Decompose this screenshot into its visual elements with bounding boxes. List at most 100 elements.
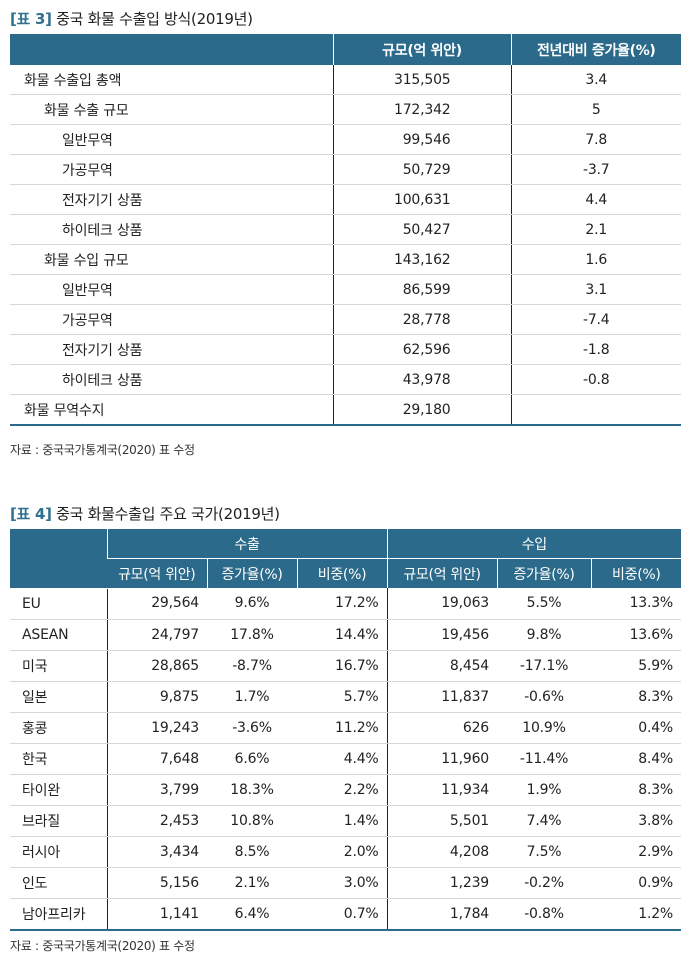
table4-row-import-growth: -17.1% [497, 650, 592, 682]
table3-row-label: 일반무역 [10, 124, 333, 155]
table3-row-value: 99,546 [332, 124, 511, 155]
table3-row-label: 전자기기 상품 [10, 184, 333, 215]
table3-row-label: 하이테크 상품 [10, 364, 333, 395]
table4-row-export-value: 3,434 [106, 836, 207, 868]
table4-row: 미국 28,865 -8.7% 16.7% 8,454 -17.1% 5.9% [10, 650, 682, 682]
table3-row: 화물 수입 규모 143,162 1.6 [10, 244, 681, 275]
table3-row-change: -3.7 [510, 154, 681, 185]
table4-caption-text: 중국 화물수출입 주요 국가(2019년) [56, 505, 280, 523]
table4-row-export-value: 1,141 [106, 898, 207, 931]
table3-row-value: 315,505 [332, 65, 511, 95]
table4-row-import-share: 8.3% [591, 681, 682, 713]
table3-row: 가공무역 28,778 -7.4 [10, 304, 681, 335]
table3-row-change: 2.1 [510, 214, 681, 245]
table4-subheader: 비중(%) [296, 558, 388, 588]
table4: 수출 수입 규모(억 위안) 증가율(%) 비중(%) 규모(억 위안) 증가율… [10, 529, 682, 931]
table3-header-change: 전년대비 증가율(%) [510, 34, 681, 65]
table3-header-blank [10, 34, 333, 65]
table4-subheader: 규모(억 위안) [107, 558, 207, 588]
table3-source: 자료 : 중국국가통계국(2020) 표 수정 [10, 443, 195, 457]
table4-caption-tag: [표 4] [10, 505, 52, 523]
table4-row-import-growth: 7.5% [497, 836, 592, 868]
table3-row-value: 28,778 [332, 304, 511, 335]
table3-row: 하이테크 상품 43,978 -0.8 [10, 364, 681, 395]
table4-row-export-value: 24,797 [106, 619, 207, 651]
table4-row-import-share: 1.2% [591, 898, 682, 931]
table4-row-import-value: 8,454 [386, 650, 498, 682]
table3-row-label: 일반무역 [10, 274, 333, 305]
table3-row-label: 가공무역 [10, 154, 333, 185]
table4-row-import-share: 13.3% [591, 588, 682, 620]
table4-row-country: ASEAN [10, 619, 107, 651]
table4-row-export-growth: 17.8% [207, 619, 297, 651]
table4-row-import-growth: -0.8% [497, 898, 592, 931]
table3-row: 전자기기 상품 62,596 -1.8 [10, 334, 681, 365]
table3-row: 화물 무역수지 29,180 [10, 394, 681, 426]
table4-header-import: 수입 [386, 529, 682, 559]
table3-caption: [표 3] 중국 화물 수출입 방식(2019년) [10, 8, 253, 29]
table4-row: 남아프리카 1,141 6.4% 0.7% 1,784 -0.8% 1.2% [10, 898, 682, 931]
table4-row-import-share: 0.4% [591, 712, 682, 744]
table3-row-label: 화물 무역수지 [10, 394, 333, 426]
table4-subheader: 비중(%) [590, 558, 682, 588]
table3-row-label: 전자기기 상품 [10, 334, 333, 365]
table4-row-export-share: 2.0% [297, 836, 388, 868]
table3-row-change: 7.8 [510, 124, 681, 155]
table4-row-import-growth: -0.6% [497, 681, 592, 713]
table4-row: 홍콩 19,243 -3.6% 11.2% 626 10.9% 0.4% [10, 712, 682, 744]
table3-row: 전자기기 상품 100,631 4.4 [10, 184, 681, 215]
table4-row-country: 한국 [10, 743, 107, 775]
table3-row-change: -7.4 [510, 304, 681, 335]
table3-row-label: 화물 수출 규모 [10, 94, 333, 125]
table3-row: 일반무역 86,599 3.1 [10, 274, 681, 305]
table4-header-blank [10, 529, 107, 589]
table4-row-country: 러시아 [10, 836, 107, 868]
table4-row: 브라질 2,453 10.8% 1.4% 5,501 7.4% 3.8% [10, 805, 682, 837]
table3-row-change: 1.6 [510, 244, 681, 275]
table4-row-export-growth: 18.3% [207, 774, 297, 806]
table4-row: 타이완 3,799 18.3% 2.2% 11,934 1.9% 8.3% [10, 774, 682, 806]
table3-row-change: 3.4 [510, 65, 681, 95]
table4-row-import-growth: 9.8% [497, 619, 592, 651]
table3-row-change: 3.1 [510, 274, 681, 305]
table4-row-import-share: 8.4% [591, 743, 682, 775]
table4-row-export-value: 5,156 [106, 867, 207, 899]
table4-subheader: 증가율(%) [206, 558, 297, 588]
table4-caption: [표 4] 중국 화물수출입 주요 국가(2019년) [10, 503, 280, 524]
table3-row-value: 43,978 [332, 364, 511, 395]
table3-row-value: 143,162 [332, 244, 511, 275]
table4-row-export-share: 3.0% [297, 867, 388, 899]
table4-row-import-share: 3.8% [591, 805, 682, 837]
table4-row-country: 인도 [10, 867, 107, 899]
table4-row-import-growth: 7.4% [497, 805, 592, 837]
table4-row-country: 미국 [10, 650, 107, 682]
table4-row-export-value: 7,648 [106, 743, 207, 775]
table4-row-export-value: 28,865 [106, 650, 207, 682]
table4-sub-header-row: 규모(억 위안) 증가율(%) 비중(%) 규모(억 위안) 증가율(%) 비중… [10, 558, 682, 588]
table4-row-country: 남아프리카 [10, 898, 107, 931]
table4-source: 자료 : 중국국가통계국(2020) 표 수정 [10, 939, 195, 953]
table3-row-label: 하이테크 상품 [10, 214, 333, 245]
table4-row-import-share: 2.9% [591, 836, 682, 868]
table4-row: 한국 7,648 6.6% 4.4% 11,960 -11.4% 8.4% [10, 743, 682, 775]
table3-header-row: 규모(억 위안) 전년대비 증가율(%) [10, 34, 681, 65]
table4-row-export-growth: 8.5% [207, 836, 297, 868]
table4-row-import-growth: 5.5% [497, 588, 592, 620]
table3-row-value: 86,599 [332, 274, 511, 305]
table4-row-import-value: 5,501 [386, 805, 498, 837]
table4-row-import-growth: 10.9% [497, 712, 592, 744]
table3-row: 하이테크 상품 50,427 2.1 [10, 214, 681, 245]
table3-row: 화물 수출입 총액 315,505 3.4 [10, 65, 681, 95]
table4-row-import-share: 13.6% [591, 619, 682, 651]
table4-row-import-value: 11,934 [386, 774, 498, 806]
table3-row-value: 50,729 [332, 154, 511, 185]
table4-row-export-growth: -8.7% [207, 650, 297, 682]
table4-row-import-value: 11,837 [386, 681, 498, 713]
table4-row-country: 홍콩 [10, 712, 107, 744]
table4-subheader: 증가율(%) [496, 558, 592, 588]
table4-row-export-value: 2,453 [106, 805, 207, 837]
table4-row-import-growth: 1.9% [497, 774, 592, 806]
table4-row-export-share: 14.4% [297, 619, 388, 651]
table3-header-value: 규모(억 위안) [332, 34, 511, 65]
table3-row-label: 가공무역 [10, 304, 333, 335]
